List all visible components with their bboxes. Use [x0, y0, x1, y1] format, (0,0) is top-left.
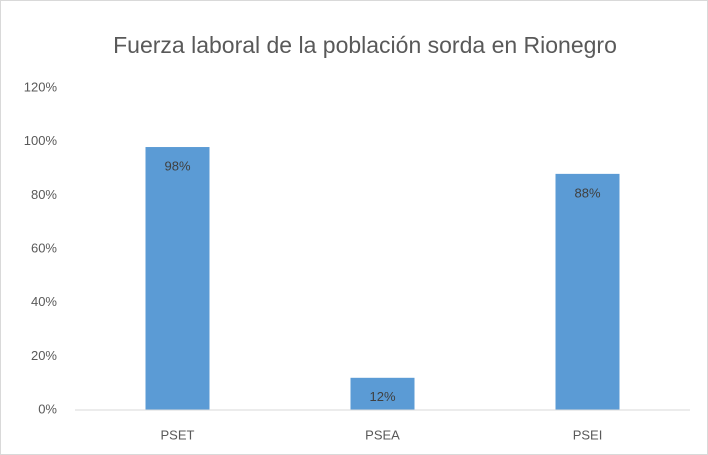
data-label: 88%: [574, 185, 600, 200]
bar: [350, 377, 415, 410]
y-tick-label: 100%: [24, 133, 58, 148]
x-tick-label: PSEA: [365, 427, 400, 442]
chart-title: Fuerza laboral de la población sorda en …: [113, 32, 617, 58]
x-tick-label: PSET: [161, 427, 195, 442]
y-tick-label: 60%: [31, 240, 57, 255]
y-tick-label: 120%: [24, 79, 58, 94]
y-tick-label: 40%: [31, 294, 57, 309]
data-label: 98%: [164, 158, 190, 173]
bar: [145, 147, 210, 411]
data-label: 12%: [369, 389, 395, 404]
bar: [555, 173, 620, 410]
x-tick-label: PSEI: [573, 427, 603, 442]
y-tick-label: 80%: [31, 187, 57, 202]
y-tick-label: 20%: [31, 348, 57, 363]
y-tick-label: 0%: [38, 401, 57, 416]
